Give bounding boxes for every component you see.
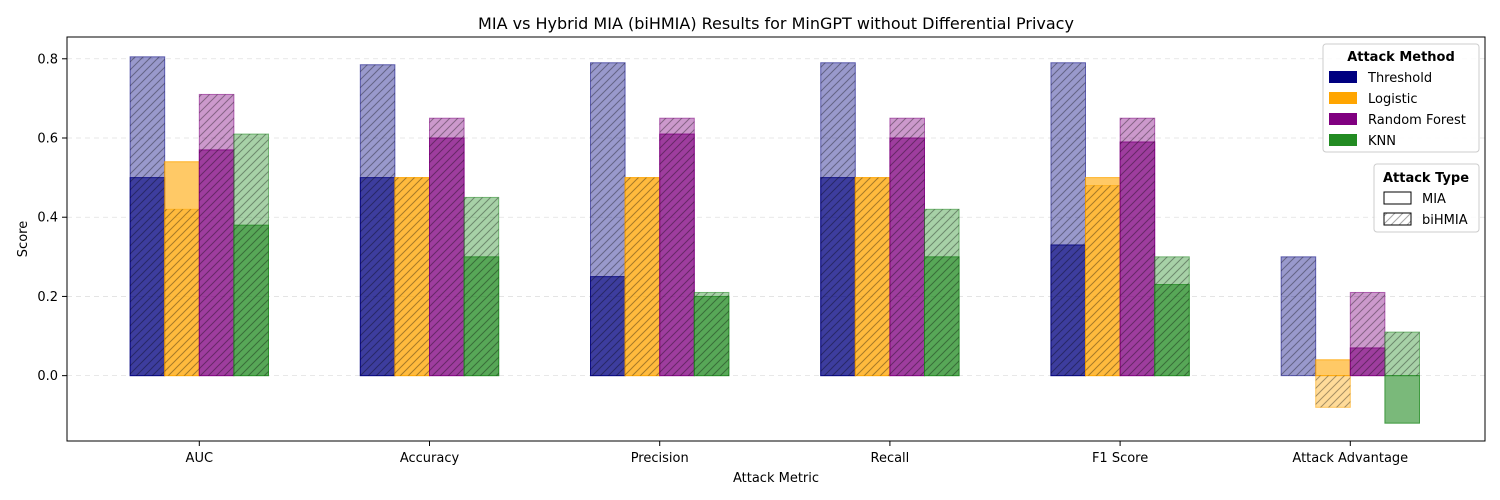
chart-title: MIA vs Hybrid MIA (biHMIA) Results for M… <box>478 14 1074 33</box>
bar-bihmia-hatch-random-forest <box>889 118 925 376</box>
legend-attack-method: Attack Method Threshold Logistic Random Fo… <box>1322 43 1480 153</box>
bar-mia-logistic <box>1315 359 1351 377</box>
bar-bihmia-hatch-threshold <box>590 62 626 376</box>
bar-bihmia-hatch-logistic <box>394 177 430 376</box>
bar-bihmia-hatch-logistic <box>1085 185 1121 376</box>
y-ticks: 0.0 0.2 0.4 0.6 0.8 <box>37 52 67 384</box>
legend-swatch-knn <box>1329 134 1357 146</box>
x-tick-label: Precision <box>631 451 689 466</box>
bar-bihmia-hatch-random-forest <box>659 118 695 376</box>
legend-method-title: Attack Method <box>1347 50 1455 65</box>
y-tick-label: 0.2 <box>37 290 58 305</box>
bar-bihmia-hatch-knn <box>924 209 960 376</box>
bar-bihmia-hatch-random-forest <box>1120 118 1155 376</box>
bar-bihmia-hatch-random-forest <box>1350 292 1385 376</box>
bar-bihmia-hatch-logistic <box>855 177 890 376</box>
bar-bihmia-hatch-logistic <box>1315 375 1351 408</box>
legend-label-random-forest: Random Forest <box>1368 113 1466 128</box>
x-ticks: AUC Accuracy Precision Recall F1 Score Attack… <box>186 441 1408 466</box>
bar-bihmia-hatch-knn <box>694 292 729 376</box>
bar-bihmia-hatch-threshold <box>130 56 165 376</box>
bar-bihmia-hatch-random-forest <box>429 118 465 376</box>
y-tick-label: 0.0 <box>37 369 58 384</box>
bar-bihmia-hatch-knn <box>1384 332 1420 376</box>
legend-attack-type: Attack Type MIA biHMIA <box>1373 163 1480 233</box>
legend-swatch-threshold <box>1329 71 1357 83</box>
x-tick-label: Attack Advantage <box>1292 451 1408 466</box>
x-tick-label: AUC <box>186 451 214 466</box>
bar-bihmia-hatch-threshold <box>360 64 395 376</box>
bar-bihmia-hatch-knn <box>1154 256 1190 376</box>
legend-label-logistic: Logistic <box>1368 92 1417 107</box>
legend-label-mia: MIA <box>1422 192 1446 207</box>
legend-swatch-logistic <box>1329 92 1357 104</box>
x-tick-label: Accuracy <box>400 451 460 466</box>
plot-frame <box>66 36 1486 442</box>
y-tick-label: 0.8 <box>37 52 58 67</box>
bar-bihmia-hatch-logistic <box>164 209 200 376</box>
x-tick-label: F1 Score <box>1092 451 1148 466</box>
y-tick-label: 0.6 <box>37 132 58 147</box>
bar-mia-knn <box>1384 375 1421 424</box>
bar-bihmia-hatch-threshold <box>1050 62 1086 376</box>
x-axis-title: Attack Metric <box>733 471 819 486</box>
bar-bihmia-hatch-knn <box>464 197 499 376</box>
grid-lines <box>67 58 1485 377</box>
bar-bihmia-hatch-threshold <box>820 62 856 376</box>
bar-bihmia-hatch-threshold <box>1281 256 1316 376</box>
legend-swatch-mia <box>1383 191 1412 205</box>
legend-label-knn: KNN <box>1368 134 1396 149</box>
bar-bihmia-hatch-knn <box>233 134 269 376</box>
legend-label-bihmia: biHMIA <box>1422 213 1468 228</box>
y-tick-label: 0.4 <box>37 211 58 226</box>
legend-swatch-bihmia-hatch <box>1383 212 1412 226</box>
legend-label-threshold: Threshold <box>1367 71 1432 86</box>
legend-method-frame <box>1322 43 1480 153</box>
y-axis-title: Score <box>16 221 31 257</box>
legend-type-title: Attack Type <box>1383 171 1469 186</box>
bar-bihmia-hatch-logistic <box>625 177 660 376</box>
bars <box>129 56 1421 424</box>
x-tick-label: Recall <box>871 451 910 466</box>
bar-bihmia-hatch-random-forest <box>199 94 234 376</box>
legend-swatch-random-forest <box>1329 113 1357 125</box>
